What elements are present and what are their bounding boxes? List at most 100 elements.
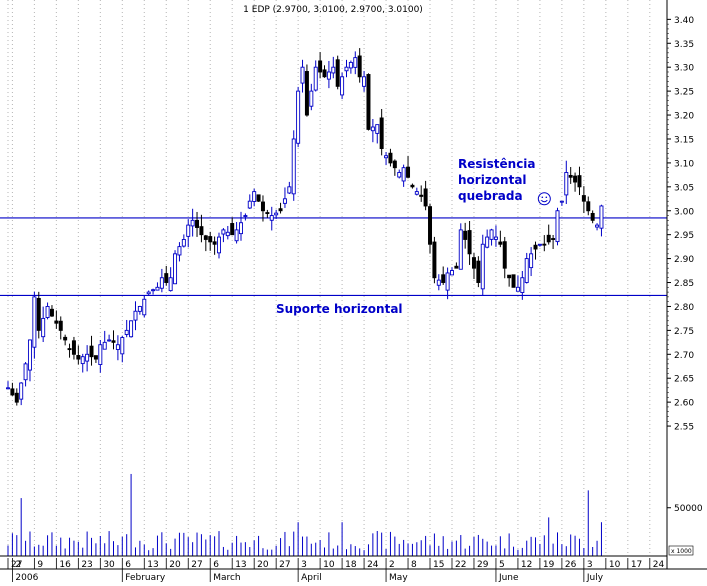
candle — [485, 229, 490, 249]
candle — [489, 228, 494, 246]
candle — [102, 330, 107, 350]
candle — [155, 282, 160, 291]
candle-body — [274, 212, 279, 216]
candle — [493, 225, 498, 247]
candle-body — [502, 241, 507, 269]
candle-body — [247, 200, 252, 209]
candles — [6, 48, 604, 406]
candle-body — [203, 235, 208, 240]
candle — [120, 335, 125, 363]
candle — [124, 319, 129, 338]
date-tick-label: 6 — [125, 560, 131, 570]
candle-body — [133, 310, 138, 321]
candle — [6, 381, 10, 390]
price-tick-label: 3.25 — [674, 88, 694, 98]
candle-body — [498, 241, 503, 245]
candle — [537, 243, 542, 247]
candle — [252, 188, 257, 207]
candle-body — [559, 200, 564, 203]
candle — [344, 59, 349, 78]
candle-body — [599, 205, 604, 229]
candle-body — [142, 298, 147, 316]
candle — [322, 65, 327, 78]
candle — [568, 167, 573, 184]
date-tick-label: 18 — [345, 560, 357, 570]
candle — [313, 60, 318, 92]
candle — [296, 86, 301, 148]
candle — [212, 236, 217, 255]
candle-body — [476, 260, 481, 283]
candle-body — [326, 71, 331, 80]
candle-body — [146, 291, 151, 295]
candle — [348, 60, 353, 74]
candle-body — [115, 344, 120, 350]
candle-body — [586, 201, 591, 212]
candle-body — [524, 258, 529, 283]
candle — [450, 267, 454, 276]
date-tick-label: 24 — [653, 560, 665, 570]
candle-body — [366, 74, 371, 130]
date-tick-label: 3 — [301, 560, 307, 570]
date-tick-label: 17 — [631, 560, 642, 570]
candle-body — [19, 382, 24, 400]
candle-body — [515, 286, 520, 292]
candle — [599, 204, 604, 237]
candle — [146, 290, 151, 296]
candle — [533, 241, 538, 260]
candle — [80, 353, 85, 373]
candle-body — [107, 339, 112, 342]
candle-body — [225, 231, 230, 237]
candle-body — [256, 194, 261, 202]
candle-body — [278, 208, 283, 212]
candle-body — [546, 234, 551, 243]
date-tick-label: 10 — [609, 560, 621, 570]
date-tick-label: 5 — [499, 560, 505, 570]
candle — [23, 361, 28, 387]
candle-body — [590, 212, 595, 221]
candle-body — [581, 195, 586, 202]
date-tick-label: 3 — [587, 560, 593, 570]
candle-body — [436, 279, 441, 286]
candle-body — [331, 66, 336, 74]
candle — [63, 334, 68, 346]
candle — [173, 250, 178, 285]
candle-body — [485, 236, 490, 248]
candle — [392, 159, 397, 176]
price-tick-label: 3.35 — [674, 40, 694, 50]
candle — [335, 55, 340, 90]
candle — [195, 211, 200, 237]
candle — [181, 234, 186, 248]
candle — [10, 382, 15, 396]
candle — [419, 185, 424, 202]
candle — [177, 242, 182, 262]
candle — [168, 267, 173, 292]
price-tick-label: 2.65 — [674, 375, 694, 385]
candle — [559, 200, 564, 206]
candle-body — [252, 191, 257, 202]
candle — [564, 160, 569, 204]
candle-body — [111, 340, 116, 343]
candle-body — [406, 166, 411, 178]
candle — [546, 224, 551, 245]
price-tick-label: 3.00 — [674, 207, 694, 217]
candle-body — [230, 223, 235, 236]
candle-body — [520, 277, 525, 293]
candle-body — [445, 272, 450, 291]
candle-body — [388, 152, 393, 164]
smiley-icon — [537, 192, 551, 206]
candle-body — [120, 337, 125, 355]
volume-unit-box — [668, 545, 694, 556]
candle — [129, 320, 134, 338]
candle — [590, 210, 595, 224]
candle — [529, 247, 534, 277]
candle-body — [67, 348, 72, 351]
candle-body — [555, 210, 560, 243]
candle — [520, 270, 525, 300]
candle-body — [384, 155, 389, 159]
candle-body — [318, 60, 323, 73]
candle-body — [85, 353, 90, 362]
candle — [115, 335, 120, 361]
candle — [269, 206, 274, 231]
date-tick-label: 23 — [81, 560, 92, 570]
